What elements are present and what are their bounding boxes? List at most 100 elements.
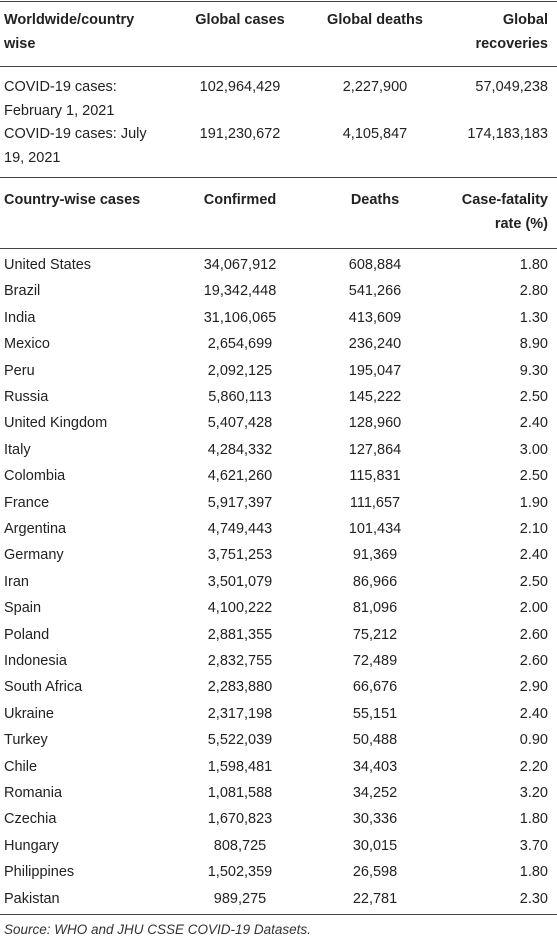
table-cell: 2.10 (519, 521, 548, 537)
table-cell: COVID-19 cases: February 1, 2021 (4, 79, 117, 119)
table-cell: 145,222 (348, 389, 402, 405)
table-cell: 0.90 (519, 732, 548, 749)
table-cell: 2.50 (519, 389, 548, 405)
table-cell: 91,369 (352, 547, 398, 564)
table-cell: 30,336 (352, 811, 398, 828)
table-cell: Brazil (4, 283, 41, 300)
header-cell: Confirmed (203, 192, 277, 208)
table-cell: 1,081,588 (207, 785, 273, 801)
table-cell: 2,092,125 (207, 362, 273, 379)
table-cell: 2,317,198 (207, 705, 273, 722)
table-cell: India (4, 309, 36, 326)
table-cell: 5,407,428 (207, 415, 273, 432)
table-cell: 34,252 (352, 785, 398, 801)
table-cell: 5,522,039 (207, 732, 273, 749)
table-cell: 3.00 (519, 441, 548, 458)
header-cell: Global cases (195, 12, 285, 28)
table-cell: 128,960 (348, 415, 402, 432)
table-cell: Indonesia (4, 653, 67, 669)
table-cell: Mexico (4, 336, 50, 353)
table-cell: 3.20 (519, 785, 548, 801)
table-cell: Iran (4, 573, 29, 590)
table-cell: 2.50 (519, 468, 548, 485)
header-cell: Country-wise cases (4, 192, 141, 208)
table-cell: 1,598,481 (207, 758, 273, 775)
table-cell: 3,751,253 (207, 547, 273, 564)
table-cell: 2,881,355 (207, 626, 273, 643)
table-cell: 195,047 (348, 362, 402, 379)
table-cell: United States (4, 257, 92, 273)
table-cell: COVID-19 cases: July 19, 2021 (4, 126, 147, 166)
table-cell: Ukraine (4, 705, 54, 722)
table-cell: 115,831 (349, 468, 401, 485)
table-cell: 55,151 (352, 705, 398, 722)
table-cell: 1.80 (519, 257, 548, 273)
table-cell: 31,106,065 (203, 309, 277, 326)
table-cell: 22,781 (352, 890, 398, 907)
table-cell: Peru (4, 362, 35, 379)
table-cell: 4,621,260 (207, 468, 273, 485)
table-cell: Philippines (4, 864, 75, 881)
table-cell: Poland (4, 626, 50, 643)
table-cell: 2.30 (519, 890, 548, 907)
table-cell: Spain (4, 600, 42, 617)
table-cell: 808,725 (213, 837, 267, 854)
table-cell: 30,015 (352, 837, 398, 854)
table-cell: 8.90 (519, 336, 548, 353)
table-cell: Romania (4, 785, 63, 801)
table-cell: 1,502,359 (207, 864, 273, 881)
rule (0, 914, 557, 915)
table-cell: 1.90 (519, 494, 548, 511)
table-cell: 1,670,823 (207, 811, 273, 828)
table-cell: Italy (4, 441, 31, 458)
table-cell: Hungary (4, 837, 59, 854)
header-cell: Worldwide/country wise (4, 12, 135, 52)
table-cell: 2.50 (519, 573, 548, 590)
table-cell: 608,884 (348, 257, 402, 273)
table-cell: South Africa (4, 679, 83, 696)
table-cell: 236,240 (348, 336, 402, 353)
table-cell: 1.80 (519, 864, 548, 881)
table-cell: 2.20 (519, 758, 548, 775)
table-cell: 2.60 (519, 653, 548, 669)
table-cell: Germany (4, 547, 64, 564)
table-cell: 2.80 (519, 283, 548, 300)
table-cell: France (4, 494, 50, 511)
table-cell: Czechia (4, 811, 57, 828)
table-cell: 72,489 (352, 653, 398, 669)
rule (0, 248, 557, 249)
table-cell: 2.40 (519, 415, 548, 432)
table-cell: 57,049,238 (475, 79, 548, 95)
table-cell: 2,227,900 (342, 79, 408, 95)
table-cell: 2.40 (519, 547, 548, 564)
table-cell: 4,105,847 (342, 126, 408, 142)
table-cell: 2,283,880 (207, 679, 273, 696)
table-cell: 66,676 (352, 679, 398, 696)
table-cell: 5,917,397 (207, 494, 273, 511)
table-cell: 101,434 (348, 521, 402, 537)
header-cell: Deaths (350, 192, 400, 208)
table-cell: 9.30 (519, 362, 548, 379)
table-cell: 2.60 (519, 626, 548, 643)
table-cell: 4,749,443 (207, 521, 273, 537)
header-cell: Global recoveries (475, 12, 548, 52)
table-cell: 26,598 (352, 864, 398, 881)
table-cell: Turkey (4, 732, 48, 749)
table-cell: 2.90 (519, 679, 548, 696)
table-cell: 50,488 (352, 732, 398, 749)
header-cell: Global deaths (327, 12, 423, 28)
table-cell: Chile (4, 758, 38, 775)
table-cell: 5,860,113 (208, 389, 272, 405)
rule (0, 177, 557, 178)
rule (0, 1, 557, 2)
table-cell: 413,609 (348, 309, 402, 326)
table-cell: 989,275 (213, 890, 267, 907)
table-cell: Colombia (4, 468, 66, 485)
table-cell: 111,657 (349, 494, 401, 511)
table-cell: 4,284,332 (207, 441, 273, 458)
table-cell: 34,403 (352, 758, 398, 775)
table-cell: 4,100,222 (207, 600, 273, 617)
table-cell: 2.40 (519, 705, 548, 722)
table-cell: 102,964,429 (199, 79, 281, 95)
table-cell: 19,342,448 (203, 283, 277, 300)
